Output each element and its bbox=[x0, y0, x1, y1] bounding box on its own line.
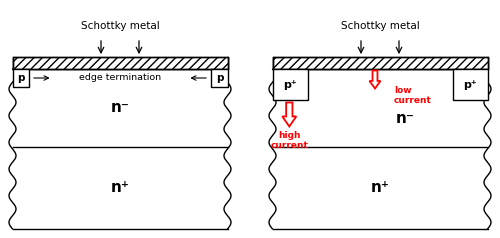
Text: low
current: low current bbox=[394, 86, 432, 105]
Text: n⁺: n⁺ bbox=[110, 180, 130, 195]
Polygon shape bbox=[282, 103, 296, 127]
Text: p⁺: p⁺ bbox=[283, 79, 297, 89]
Bar bbox=[272, 57, 488, 69]
Bar bbox=[272, 57, 488, 69]
Bar bbox=[272, 69, 308, 100]
Text: n⁻: n⁻ bbox=[110, 100, 130, 115]
Text: Schottky metal: Schottky metal bbox=[340, 21, 419, 31]
Bar bbox=[212, 69, 228, 87]
Text: n⁺: n⁺ bbox=[370, 180, 390, 195]
Polygon shape bbox=[370, 70, 380, 89]
Bar bbox=[12, 69, 28, 87]
Text: p: p bbox=[17, 73, 24, 83]
Text: Schottky metal: Schottky metal bbox=[80, 21, 160, 31]
Bar bbox=[12, 57, 228, 69]
Text: p: p bbox=[216, 73, 223, 83]
Text: high
current: high current bbox=[270, 130, 308, 150]
Bar bbox=[452, 69, 488, 100]
Text: n⁻: n⁻ bbox=[396, 111, 414, 126]
Text: p⁺: p⁺ bbox=[463, 79, 477, 89]
Text: edge termination: edge termination bbox=[79, 74, 161, 83]
Bar bbox=[12, 57, 228, 69]
